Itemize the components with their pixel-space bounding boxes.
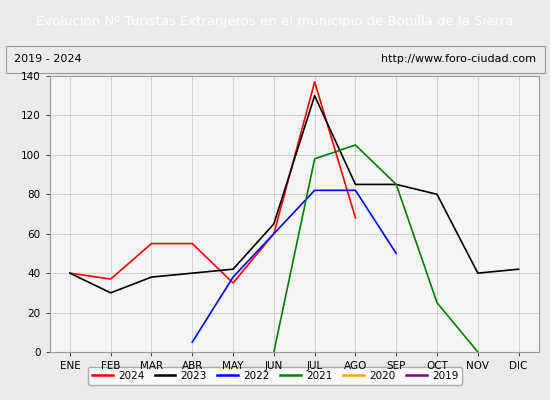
Text: Evolucion Nº Turistas Extranjeros en el municipio de Bonilla de la Sierra: Evolucion Nº Turistas Extranjeros en el … [36,16,514,28]
Legend: 2024, 2023, 2022, 2021, 2020, 2019: 2024, 2023, 2022, 2021, 2020, 2019 [87,367,463,385]
Text: 2019 - 2024: 2019 - 2024 [14,54,81,64]
Text: http://www.foro-ciudad.com: http://www.foro-ciudad.com [381,54,536,64]
